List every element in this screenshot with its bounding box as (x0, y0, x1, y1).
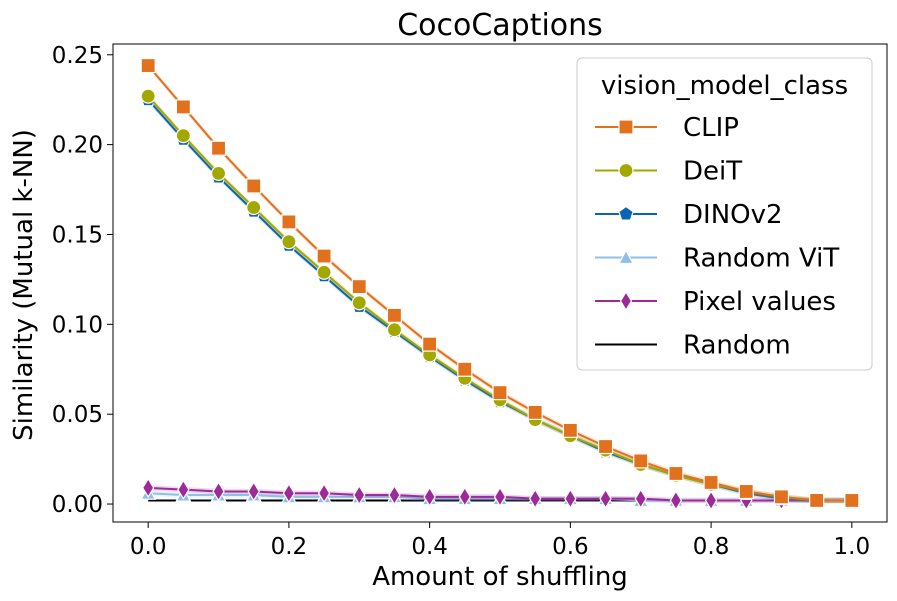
data-point (527, 404, 543, 420)
x-tick-label: 0.0 (130, 534, 167, 560)
data-point (351, 278, 367, 295)
plot-frame (112, 43, 888, 523)
data-point (386, 307, 403, 323)
data-point (422, 336, 438, 352)
data-point (423, 486, 436, 507)
data-point (809, 492, 825, 509)
legend-swatch-marker (618, 205, 634, 221)
chart-title: CocoCaptions (397, 8, 603, 43)
legend-item: Random (595, 331, 791, 361)
data-point (703, 474, 719, 491)
data-point (316, 248, 332, 264)
x-tick-label: 0.4 (411, 534, 448, 560)
data-point (668, 465, 684, 482)
x-tick-label: 1.0 (834, 534, 871, 560)
x-tick-label: 0.6 (552, 534, 589, 560)
data-point (351, 295, 367, 311)
legend-item: Random ViT (595, 244, 839, 274)
data-point (246, 178, 262, 194)
legend-label: Random (683, 331, 791, 361)
data-point (773, 489, 790, 505)
y-axis: 0.00 0.05 0.10 0.15 0.20 0.25 (52, 43, 113, 518)
y-tick-label: 0.00 (52, 492, 103, 518)
legend-label: DINOv2 (683, 200, 783, 230)
legend-swatch-marker (618, 162, 634, 179)
data-point (317, 483, 331, 504)
legend-label: CLIP (683, 113, 739, 143)
data-point (281, 234, 297, 250)
legend-label: Pixel values (683, 287, 836, 317)
data-point (388, 484, 401, 506)
data-point (597, 438, 614, 455)
data-point (316, 264, 332, 280)
y-axis-label: Similarity (Mutual k-NN) (9, 129, 39, 441)
data-point (246, 199, 262, 216)
data-point (457, 361, 473, 377)
series-clip (140, 57, 860, 509)
data-point (210, 140, 227, 156)
legend-swatch-marker (619, 290, 633, 312)
data-point (633, 453, 649, 469)
x-axis-label: Amount of shuffling (372, 562, 628, 592)
series-pixel-values (141, 477, 859, 511)
y-tick-label: 0.25 (52, 43, 103, 69)
data-point (669, 490, 683, 511)
legend-item: Pixel values (595, 287, 836, 317)
x-tick-label: 0.8 (693, 534, 730, 560)
data-point (738, 483, 754, 500)
data-point (704, 490, 718, 511)
legend-swatch-marker (617, 249, 635, 265)
data-point (210, 165, 227, 181)
data-point (281, 214, 297, 230)
data-point (353, 484, 366, 506)
y-tick-label: 0.20 (52, 133, 103, 159)
legend-box (576, 57, 873, 371)
data-point (458, 486, 472, 507)
legend-label: Random ViT (683, 244, 839, 274)
x-axis: 0.0 0.2 0.4 0.6 0.8 1.0 (130, 522, 870, 560)
data-point (844, 492, 860, 509)
data-point (177, 479, 190, 500)
data-point (175, 99, 191, 115)
y-tick-label: 0.15 (52, 222, 103, 248)
data-point (212, 481, 225, 502)
legend-label: DeiT (683, 157, 742, 187)
data-point (140, 57, 156, 74)
data-point (493, 486, 507, 507)
x-tick-label: 0.2 (271, 534, 308, 560)
y-tick-label: 0.05 (52, 402, 103, 428)
data-point (282, 483, 296, 504)
data-point (247, 481, 260, 502)
data-point (528, 488, 542, 509)
y-tick-label: 0.10 (52, 312, 103, 338)
data-point (599, 488, 612, 509)
legend-title: vision_model_class (601, 71, 848, 101)
data-point (492, 385, 508, 401)
data-point (564, 488, 577, 509)
data-point (634, 488, 647, 509)
legend-item: CLIP (595, 113, 739, 143)
data-point (562, 422, 578, 438)
data-point (141, 477, 155, 499)
legend-item: DINOv2 (595, 200, 783, 230)
data-point (175, 128, 191, 144)
data-point (140, 88, 156, 104)
plot-area (112, 43, 888, 523)
legend-swatch-marker (618, 119, 634, 135)
legend: vision_model_class CLIP DeiT DINOv2 Random V… (576, 57, 873, 371)
data-point (386, 322, 403, 338)
legend-item: DeiT (595, 157, 742, 187)
